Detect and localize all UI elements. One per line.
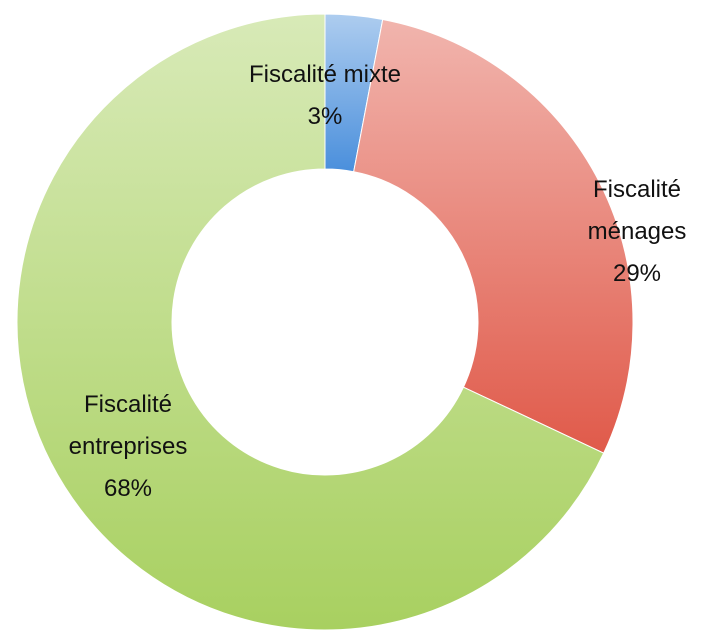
value-label: 29%: [612, 260, 662, 287]
value-label: 3%: [307, 103, 343, 130]
donut-segment: [16, 13, 605, 630]
category-label: Fiscalité entreprises: [68, 391, 188, 460]
donut-segment: [353, 18, 634, 454]
category-label: Fiscalité ménages: [587, 176, 687, 245]
value-label: 68%: [103, 475, 153, 502]
category-label: Fiscalité mixte: [248, 61, 402, 88]
